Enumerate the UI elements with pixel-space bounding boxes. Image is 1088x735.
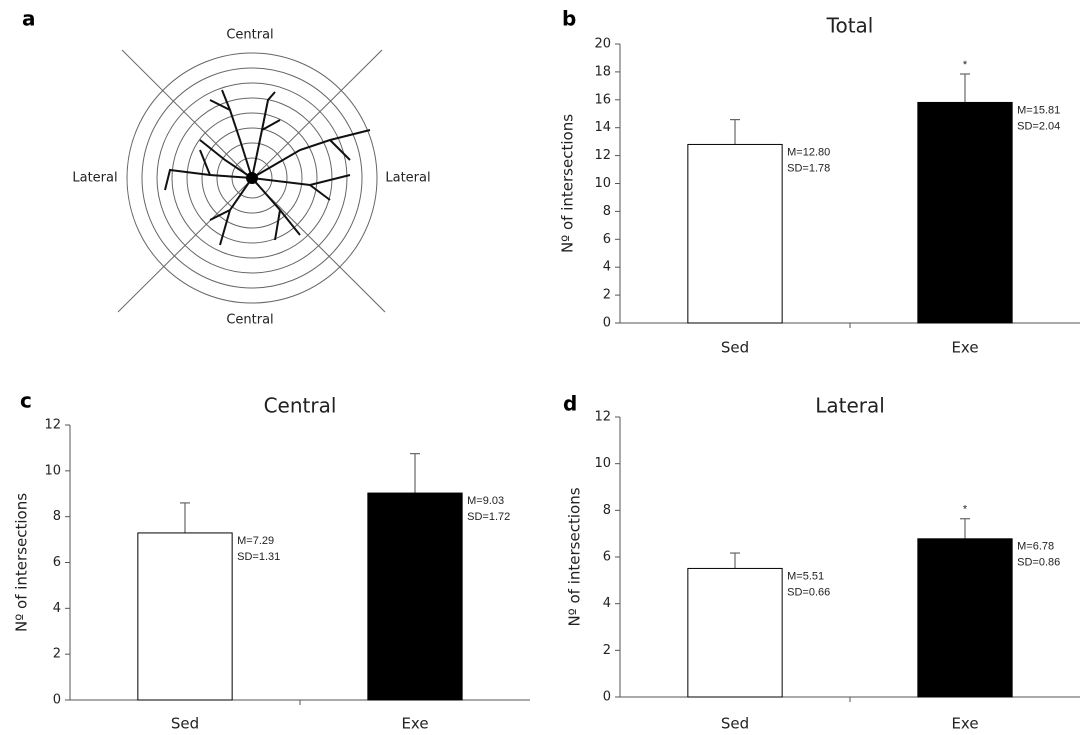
error-label: SD=1.31 <box>237 551 280 563</box>
error-label: SD=0.66 <box>787 586 830 598</box>
chart: d Lateral Nº of intersections 0 2 4 6 8 10 12 Sed M… <box>563 392 1080 733</box>
y-tick-label: 0 <box>603 316 611 331</box>
chart-title: Total <box>826 14 874 38</box>
value-label: M=9.03 <box>467 495 504 507</box>
panel-letter: d <box>563 392 577 416</box>
significance: * <box>963 504 968 516</box>
error-label: SD=1.78 <box>787 162 830 174</box>
y-tick-label: 6 <box>53 555 61 570</box>
diagram-label: Lateral <box>385 171 430 186</box>
diagram-label: Central <box>226 313 273 328</box>
y-tick-label: 0 <box>53 693 61 708</box>
bar <box>687 567 783 698</box>
error-label: SD=2.04 <box>1017 120 1060 132</box>
panel-letter: c <box>20 389 32 413</box>
y-tick-label: 10 <box>44 463 61 478</box>
y-axis-label: Nº of intersections <box>13 493 31 632</box>
y-tick-label: 2 <box>603 643 611 658</box>
diagram-label: Lateral <box>72 171 117 186</box>
x-tick-label: Sed <box>171 715 199 733</box>
y-tick-label: 20 <box>594 37 611 52</box>
chart-title: Lateral <box>815 394 885 418</box>
value-label: M=7.29 <box>237 535 274 547</box>
x-tick-label: Sed <box>721 339 749 357</box>
y-tick-label: 12 <box>594 148 611 163</box>
y-tick-label: 18 <box>594 64 611 79</box>
y-tick-label: 8 <box>603 503 611 518</box>
error-label: SD=1.72 <box>467 511 510 523</box>
bar <box>917 101 1013 324</box>
significance: * <box>963 59 968 71</box>
chart-title: Central <box>264 394 337 418</box>
bar <box>687 143 783 324</box>
dendrites <box>164 89 371 246</box>
y-tick-label: 14 <box>594 120 611 135</box>
y-tick-label: 0 <box>603 690 611 705</box>
y-tick-label: 6 <box>603 550 611 565</box>
y-tick-label: 2 <box>53 647 61 662</box>
y-tick-label: 4 <box>53 601 61 616</box>
panel-letter: a <box>22 7 36 31</box>
value-label: M=6.78 <box>1017 541 1054 553</box>
y-axis-label: Nº of intersections <box>566 487 584 626</box>
y-tick-label: 12 <box>594 410 611 425</box>
panel-letter: b <box>562 7 576 31</box>
value-label: M=12.80 <box>787 146 830 158</box>
y-tick-label: 10 <box>594 176 611 191</box>
y-tick-label: 8 <box>603 204 611 219</box>
value-label: M=5.51 <box>787 570 824 582</box>
chart: b Total Nº of intersections 0 2 4 6 8 10 12 14 16 18… <box>559 7 1080 357</box>
chart: c Central Nº of intersections 0 2 4 6 8 10 12 Sed M… <box>13 389 530 733</box>
diagram-label: Central <box>226 28 273 43</box>
panel-a: a Central Lateral Lateral Central <box>22 7 431 328</box>
y-tick-label: 10 <box>594 456 611 471</box>
error-label: SD=0.86 <box>1017 557 1060 569</box>
soma <box>246 172 258 184</box>
x-tick-label: Exe <box>951 715 978 733</box>
x-tick-label: Exe <box>951 339 978 357</box>
value-label: M=15.81 <box>1017 104 1060 116</box>
bar <box>137 532 233 701</box>
bar <box>917 538 1013 698</box>
y-tick-label: 6 <box>603 232 611 247</box>
y-tick-label: 12 <box>44 418 61 433</box>
x-tick-label: Sed <box>721 715 749 733</box>
x-tick-label: Exe <box>401 715 428 733</box>
bar <box>367 492 463 701</box>
y-tick-label: 2 <box>603 288 611 303</box>
y-tick-label: 16 <box>594 92 611 107</box>
y-tick-label: 4 <box>603 260 611 275</box>
y-axis-label: Nº of intersections <box>559 114 577 253</box>
y-tick-label: 8 <box>53 509 61 524</box>
y-tick-label: 4 <box>603 596 611 611</box>
